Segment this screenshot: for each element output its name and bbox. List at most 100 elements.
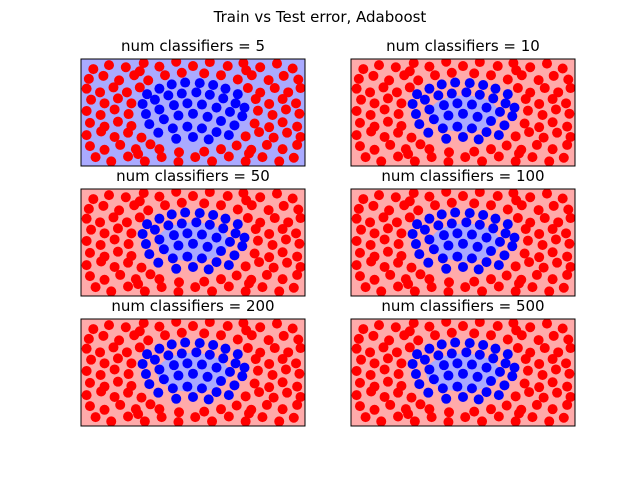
- point-negative: [230, 228, 241, 239]
- point-positive: [188, 321, 198, 332]
- point-positive: [291, 98, 302, 109]
- point-negative: [437, 383, 448, 394]
- point-positive: [460, 152, 471, 163]
- point-positive: [511, 325, 522, 336]
- point-positive: [409, 156, 420, 166]
- point-positive: [374, 320, 384, 331]
- point-positive: [534, 122, 545, 133]
- point-positive: [510, 261, 521, 272]
- point-negative: [466, 229, 477, 240]
- point-positive: [492, 191, 503, 202]
- point-negative: [191, 87, 202, 98]
- point-positive: [231, 400, 242, 411]
- point-positive: [369, 404, 380, 415]
- point-positive: [154, 61, 165, 72]
- point-negative: [414, 249, 425, 260]
- point-positive: [354, 401, 365, 412]
- point-positive: [486, 144, 496, 155]
- point-positive: [469, 198, 480, 209]
- point-positive: [358, 64, 369, 75]
- point-negative: [458, 368, 468, 379]
- point-negative: [237, 371, 248, 382]
- point-positive: [240, 261, 251, 272]
- subplot-title: num classifiers = 200: [111, 297, 274, 315]
- point-negative: [450, 207, 461, 218]
- point-positive: [444, 407, 454, 418]
- point-positive: [365, 347, 376, 358]
- point-positive: [291, 358, 302, 369]
- point-positive: [446, 67, 457, 78]
- figure-title: Train vs Test error, Adaboost: [213, 8, 427, 26]
- point-negative: [137, 98, 148, 109]
- point-positive: [96, 386, 107, 397]
- point-negative: [153, 127, 164, 138]
- point-positive: [351, 235, 362, 246]
- point-positive: [441, 59, 452, 67]
- point-positive: [426, 282, 437, 293]
- point-positive: [109, 104, 120, 115]
- point-negative: [407, 358, 418, 369]
- point-positive: [565, 391, 575, 402]
- point-negative: [419, 224, 430, 235]
- point-positive: [415, 269, 426, 280]
- point-negative: [446, 218, 457, 229]
- point-positive: [86, 354, 97, 365]
- point-positive: [378, 212, 389, 223]
- point-positive: [190, 152, 201, 163]
- point-negative: [140, 109, 151, 120]
- point-negative: [208, 339, 219, 350]
- point-positive: [351, 213, 362, 224]
- point-positive: [216, 404, 226, 415]
- point-positive: [81, 130, 92, 141]
- point-positive: [254, 127, 265, 138]
- point-positive: [354, 377, 365, 388]
- point-positive: [396, 98, 407, 109]
- point-positive: [255, 192, 266, 203]
- point-positive: [562, 269, 573, 280]
- point-positive: [288, 412, 299, 423]
- point-positive: [565, 83, 575, 94]
- point-positive: [112, 223, 123, 234]
- point-negative: [188, 238, 198, 249]
- point-negative: [224, 236, 235, 247]
- point-positive: [96, 256, 107, 267]
- point-positive: [365, 109, 376, 120]
- point-positive: [293, 204, 304, 215]
- point-positive: [564, 108, 575, 119]
- point-negative: [163, 220, 174, 231]
- point-positive: [430, 200, 440, 211]
- point-positive: [292, 399, 303, 410]
- point-positive: [86, 94, 97, 105]
- point-negative: [180, 337, 191, 348]
- point-positive: [126, 228, 137, 239]
- point-positive: [173, 157, 184, 166]
- point-positive: [104, 190, 114, 201]
- point-positive: [522, 105, 533, 116]
- point-negative: [423, 257, 434, 268]
- point-positive: [493, 151, 504, 162]
- point-negative: [436, 209, 447, 220]
- point-positive: [382, 223, 393, 234]
- point-positive: [154, 191, 165, 202]
- point-negative: [229, 120, 240, 131]
- point-negative: [196, 359, 207, 370]
- point-positive: [244, 278, 254, 289]
- point-negative: [419, 94, 430, 105]
- point-positive: [136, 132, 147, 143]
- point-positive: [396, 228, 407, 239]
- point-positive: [548, 200, 559, 211]
- point-positive: [84, 117, 95, 128]
- point-positive: [413, 75, 424, 86]
- point-negative: [144, 119, 155, 130]
- point-negative: [171, 393, 182, 404]
- point-positive: [104, 320, 114, 331]
- point-negative: [452, 381, 463, 392]
- point-positive: [501, 400, 512, 411]
- point-positive: [542, 59, 552, 69]
- point-negative: [188, 368, 198, 379]
- point-positive: [393, 281, 404, 292]
- point-negative: [167, 383, 178, 394]
- point-positive: [84, 377, 95, 388]
- point-positive: [519, 118, 530, 129]
- subplot-title: num classifiers = 5: [121, 37, 265, 55]
